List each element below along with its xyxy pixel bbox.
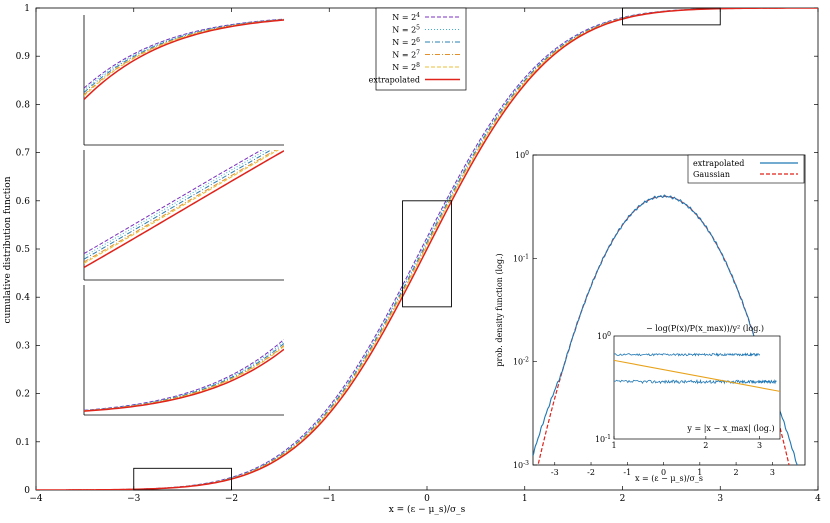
main-legend-box <box>375 7 467 91</box>
legend-entry-label: N = 27 <box>392 50 420 60</box>
main-y-tick-label: 0.2 <box>16 390 30 400</box>
nested-upper-line <box>614 351 760 357</box>
main-x-tick-label: 2 <box>620 494 626 504</box>
zoom-inset-curves <box>84 338 284 412</box>
nested-title: − log(P(x)/P(x_max))/y² (log.) <box>646 324 764 333</box>
pdf-y-tick-label: 10-3 <box>513 460 529 470</box>
main-x-tick-label: 1 <box>522 494 528 504</box>
zoom-series-line <box>84 150 272 260</box>
zoom-inset-background <box>84 150 284 280</box>
main-y-tick-label: 0.1 <box>16 438 30 448</box>
pdf-x-tick-label: -2 <box>587 468 595 477</box>
pdf-y-axis-label: prob. density function (log.) <box>495 253 504 366</box>
nested-x-tick-label: 3 <box>757 441 762 450</box>
pdf-inset: -3 -2 -1 0 1 2 3 10-3 10-2 10-1 100 prob. density … <box>495 150 806 483</box>
pdf-x-tick-label: 0 <box>661 468 666 477</box>
main-y-tick-label: 0.3 <box>16 341 31 351</box>
pdf-legend-items: extrapolated Gaussian <box>693 159 798 179</box>
nested-lower-line <box>614 378 777 385</box>
main-legend: N = 24 N = 25 N = 26 N = 27 N = 28 extrapolat… <box>369 7 467 91</box>
main-x-tick-label: −2 <box>225 494 238 504</box>
pdf-legend-box <box>687 154 805 184</box>
main-y-tick-label: 0 <box>24 486 30 496</box>
nested-inset: 1 2 3 10-1 100 − log(P(x)/P(x_max))/y² (log.… <box>595 324 781 450</box>
main-y-tick-label: 0.4 <box>16 293 31 303</box>
nested-y-tick-label: 100 <box>597 331 611 341</box>
pdf-x-tick-label: 2 <box>734 468 739 477</box>
legend-entry-label: N = 28 <box>392 62 420 72</box>
main-x-tick-label: 4 <box>815 494 821 504</box>
zoom-inset-middle <box>83 150 284 281</box>
nested-curves <box>614 351 780 392</box>
zoom-region-box <box>622 7 721 26</box>
main-x-tick-label: −3 <box>127 494 141 504</box>
pdf-legend-label: extrapolated <box>693 159 744 168</box>
legend-entry-label: N = 25 <box>392 25 420 35</box>
pdf-legend-label: Gaussian <box>693 170 730 179</box>
main-y-tick-label: 1 <box>24 4 30 14</box>
main-x-axis-label: x = (ε − μ_s)/σ_s <box>389 504 466 515</box>
pdf-y-tick-label: 10-2 <box>513 357 529 367</box>
pdf-x-tick-label: -1 <box>623 468 631 477</box>
zoom-series-line <box>84 348 284 412</box>
main-y-axis-label: cumulative distribution function <box>3 176 13 323</box>
zoom-inset-background <box>84 285 284 415</box>
main-legend-items: N = 24 N = 25 N = 26 N = 27 N = 28 extrapolat… <box>369 12 460 85</box>
pdf-y-tick-label: 100 <box>515 150 529 160</box>
pdf-x-tick-label: 1 <box>697 468 702 477</box>
legend-entry-label: extrapolated <box>369 76 420 85</box>
pdf-x-tick-label: 3 <box>770 468 775 477</box>
main-y-tick-label: 0.8 <box>16 100 31 110</box>
zoom-region-box <box>133 467 232 491</box>
pdf-y-tick-label: 10-1 <box>513 253 529 263</box>
pdf-x-tick-label: -3 <box>551 468 559 477</box>
nested-x-tick-label: 2 <box>703 441 708 450</box>
zoom-series-line <box>84 150 277 263</box>
nested-inset-background <box>613 335 781 440</box>
pdf-axis-ticks: -3 -2 -1 0 1 2 3 10-3 10-2 10-1 100 <box>513 150 775 477</box>
main-y-tick-label: 0.6 <box>16 197 31 207</box>
main-cdf-curves <box>36 8 818 490</box>
zoom-inset-bottom <box>83 285 284 416</box>
nested-y-tick-label: 10-1 <box>595 434 611 444</box>
zoom-inset-top <box>83 15 284 146</box>
nested-x-tick-label: 1 <box>611 441 616 450</box>
main-x-tick-label: −4 <box>29 494 43 504</box>
main-y-tick-label: 0.7 <box>16 149 31 159</box>
pdf-x-axis-label: x = (ε − μ_s)/σ_s <box>635 474 703 483</box>
nested-x-axis-label: y = |x − x_max| (log.) <box>686 424 774 433</box>
main-x-tick-label: 3 <box>717 494 723 504</box>
nested-orange-line <box>614 359 780 392</box>
zoom-region-boxes <box>133 7 721 491</box>
zoom-region-box <box>402 200 452 308</box>
cdf-series-line <box>36 8 818 490</box>
nested-axis-ticks: 1 2 3 10-1 100 <box>595 331 762 450</box>
main-x-tick-label: 0 <box>424 494 430 504</box>
zoom-series-line <box>84 150 280 264</box>
zoom-series-line <box>84 19 284 101</box>
legend-entry-label: N = 26 <box>392 37 420 47</box>
main-y-tick-label: 0.5 <box>16 245 31 255</box>
zoom-series-line <box>84 150 284 269</box>
zoom-inset-curves <box>84 150 284 269</box>
legend-entry-label: N = 24 <box>392 12 420 22</box>
main-y-tick-label: 0.9 <box>16 52 31 62</box>
zoom-inset-curves <box>84 18 284 101</box>
main-x-tick-label: −1 <box>323 494 336 504</box>
zoom-series-line <box>84 19 284 97</box>
zoom-series-line <box>84 150 263 255</box>
